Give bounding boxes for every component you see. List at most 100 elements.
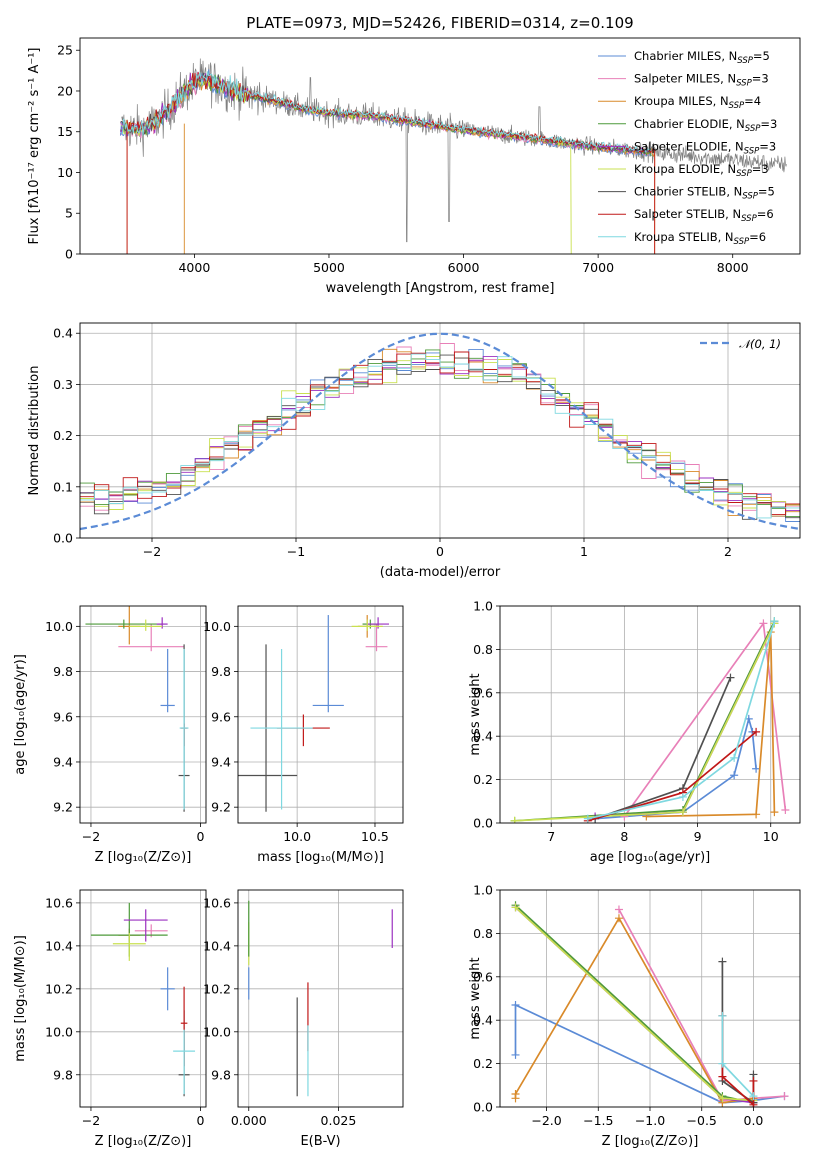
y-tick-label: 1.0 — [473, 883, 493, 898]
hist-step-salpeter-stelib — [80, 351, 800, 516]
weight-line — [587, 620, 776, 820]
x-tick-label: 10 — [763, 829, 779, 844]
y-tick-label: 9.8 — [53, 1067, 73, 1082]
x-tick-label: 8000 — [717, 260, 749, 275]
mass_weight_vs_Z-lines — [511, 901, 789, 1107]
y-axis-label: Normed distribution — [27, 366, 42, 496]
axes-frame — [237, 605, 404, 824]
weight-marker — [749, 1100, 758, 1107]
y-tick-label: 0.2 — [473, 772, 493, 787]
weight-marker — [770, 617, 779, 626]
x-tick-label: 4000 — [178, 260, 210, 275]
hist-legend: 𝒩(0, 1) — [700, 337, 781, 351]
legend-label: Chabrier MILES, NSSP=5 — [634, 49, 770, 66]
y-tick-label: 20 — [57, 83, 73, 98]
weight-marker — [511, 903, 520, 912]
x-tick-label: 0 — [436, 544, 444, 559]
y-tick-label: 0.0 — [473, 816, 493, 831]
x-axis-label: mass [log₁₀(M/M⊙)] — [257, 850, 384, 865]
x-tick-label: 0 — [197, 829, 205, 844]
weight-marker — [726, 673, 735, 682]
x-tick-label: 0.000 — [231, 1113, 267, 1128]
weight-marker — [678, 792, 687, 801]
x-tick-label: 10.0 — [283, 829, 311, 844]
weight-marker — [730, 771, 739, 780]
weight-marker — [718, 1011, 727, 1020]
x-tick-label: 0.0 — [744, 1113, 764, 1128]
axes-frame — [79, 605, 207, 824]
x-tick-label: −2 — [143, 544, 161, 559]
axes-frame — [499, 889, 801, 1108]
weight-marker — [510, 816, 519, 823]
histogram-steps — [80, 332, 800, 531]
weight-marker — [718, 957, 727, 966]
x-axis-label: Z [log₁₀(Z/Z⊙)] — [95, 1134, 192, 1149]
y-axis-label: mass weight — [468, 673, 483, 755]
y-tick-label: 10 — [57, 165, 73, 180]
legend-label: Salpeter MILES, NSSP=3 — [634, 72, 769, 89]
weight-marker — [770, 808, 779, 817]
x-tick-label: 10.5 — [361, 829, 389, 844]
y-tick-label: 9.4 — [211, 754, 231, 769]
y-tick-label: 0.8 — [473, 926, 493, 941]
weight-marker — [730, 753, 739, 762]
y-axis-label: age [log₁₀(age/yr)] — [13, 654, 28, 775]
y-tick-label: 10.4 — [45, 938, 73, 953]
weight-marker — [511, 1089, 520, 1098]
y-tick-label: 0.3 — [53, 377, 73, 392]
x-tick-label: −1 — [287, 544, 305, 559]
y-tick-label: 0.4 — [53, 326, 73, 341]
mass_vs_Z-axes: −2 0 9.8 10.0 10.2 10.4 10.6 Z [log₁₀(Z/Z⊙)] mas… — [13, 890, 206, 1149]
weight-marker — [781, 805, 790, 814]
x-tick-label: 5000 — [313, 260, 345, 275]
histogram-axes: −2 −1 0 1 2 0.0 0.1 0.2 0.3 0.4 (data-model)/error… — [27, 323, 800, 580]
x-tick-label: −0.5 — [687, 1113, 717, 1128]
model-line-kroupa-stelib — [120, 71, 652, 154]
y-tick-label: 0.1 — [53, 479, 73, 494]
y-tick-label: 1.0 — [473, 599, 493, 614]
mass_weight_vs_Z-axes: −2.0 −1.5 −1.0 −0.5 0.0 0.0 0.2 0.4 0.6 0.8 1.0 Z [… — [468, 883, 800, 1149]
axes-frame — [79, 37, 801, 255]
y-tick-label: 10.0 — [45, 619, 73, 634]
mass_weight_vs_age-lines — [510, 617, 790, 823]
y-tick-label: 10.2 — [45, 981, 73, 996]
weight-marker — [583, 814, 592, 823]
y-tick-label: 10.6 — [45, 895, 73, 910]
legend-label: 𝒩(0, 1) — [739, 337, 781, 351]
weight-marker — [752, 810, 761, 819]
y-tick-label: 10.2 — [203, 981, 231, 996]
y-tick-label: 0.4 — [473, 729, 493, 744]
weight-marker — [614, 905, 623, 914]
y-tick-label: 0 — [65, 247, 73, 262]
y-tick-label: 0.0 — [53, 531, 73, 546]
x-axis-label: age [log₁₀(age/yr)] — [590, 850, 711, 865]
x-tick-label: −1.0 — [635, 1113, 665, 1128]
y-tick-label: 10.0 — [203, 1024, 231, 1039]
mass_vs_ebv-points — [248, 900, 393, 1097]
model-line-salpeter-stelib — [126, 72, 656, 254]
age_vs_Z-points — [85, 606, 190, 812]
x-axis-label: (data-model)/error — [380, 565, 501, 580]
weight-marker — [678, 808, 687, 817]
x-tick-label: 8 — [620, 829, 628, 844]
y-tick-label: 25 — [57, 43, 73, 58]
axes-frame — [79, 322, 801, 539]
y-tick-label: 10.0 — [45, 1024, 73, 1039]
weight-marker — [752, 764, 761, 773]
x-tick-label: −2 — [82, 829, 100, 844]
weight-marker — [749, 1076, 758, 1085]
spectrum-lines — [119, 58, 787, 254]
y-tick-label: 9.4 — [53, 754, 73, 769]
x-tick-label: 1 — [580, 544, 588, 559]
y-axis-label: mass weight — [468, 957, 483, 1039]
y-tick-label: 0.4 — [473, 1013, 493, 1028]
weight-line — [646, 631, 776, 818]
y-tick-label: 10.0 — [203, 619, 231, 634]
legend-label: Salpeter ELODIE, NSSP=3 — [634, 139, 776, 156]
age_vs_mass-points — [238, 615, 389, 812]
x-axis-label: Z [log₁₀(Z/Z⊙)] — [95, 850, 192, 865]
hist-step-kroupa-stelib — [80, 353, 800, 519]
y-tick-label: 9.8 — [53, 664, 73, 679]
mass_vs_Z-points — [90, 902, 196, 1097]
